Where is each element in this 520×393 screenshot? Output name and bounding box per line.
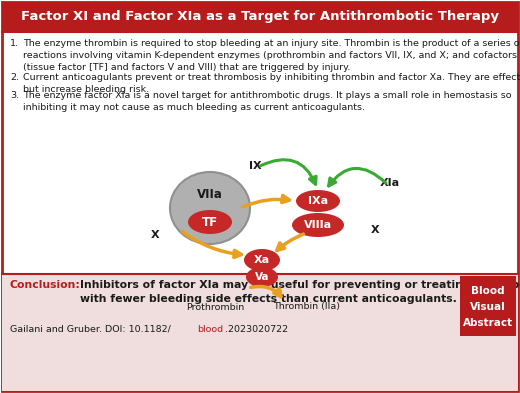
Text: Va: Va [255,272,269,282]
Text: Xa: Xa [254,255,270,265]
Text: TF: TF [202,215,218,228]
Text: Prothrombin: Prothrombin [186,303,244,312]
Text: Gailani and Gruber. DOI: 10.1182/: Gailani and Gruber. DOI: 10.1182/ [10,325,171,334]
Ellipse shape [246,267,278,287]
Text: .2023020722: .2023020722 [225,325,288,334]
Text: 3.: 3. [10,91,19,100]
Text: Abstract: Abstract [463,318,513,328]
FancyBboxPatch shape [2,2,518,31]
Text: Conclusion:: Conclusion: [10,280,81,290]
Ellipse shape [296,190,340,212]
Text: The enzyme thrombin is required to stop bleeding at an injury site. Thrombin is : The enzyme thrombin is required to stop … [23,39,520,72]
Ellipse shape [244,249,280,271]
Text: IXa: IXa [308,196,328,206]
Text: Blood: Blood [471,286,505,296]
Text: Inhibitors of factor XIa may be useful for preventing or treating thrombosis
wit: Inhibitors of factor XIa may be useful f… [80,280,520,304]
Text: VIIa: VIIa [197,189,223,202]
Text: The enzyme factor XIa is a novel target for antithrombotic drugs. It plays a sma: The enzyme factor XIa is a novel target … [23,91,512,112]
Text: 1.: 1. [10,39,19,48]
Text: Thrombin (IIa): Thrombin (IIa) [274,303,341,312]
Text: X: X [151,230,159,240]
Text: IX: IX [249,161,262,171]
Ellipse shape [292,213,344,237]
Text: X: X [371,225,379,235]
Text: VIIIa: VIIIa [304,220,332,230]
Text: Visual: Visual [470,302,506,312]
FancyBboxPatch shape [460,276,516,336]
Text: Factor XI and Factor XIa as a Target for Antithrombotic Therapy: Factor XI and Factor XIa as a Target for… [21,10,499,23]
Text: blood: blood [197,325,223,334]
Ellipse shape [188,210,232,234]
Text: Current anticoagulants prevent or treat thrombosis by inhibiting thrombin and fa: Current anticoagulants prevent or treat … [23,73,520,94]
Text: XIa: XIa [380,178,400,188]
FancyBboxPatch shape [2,274,518,391]
Text: 2.: 2. [10,73,19,82]
Ellipse shape [170,172,250,244]
